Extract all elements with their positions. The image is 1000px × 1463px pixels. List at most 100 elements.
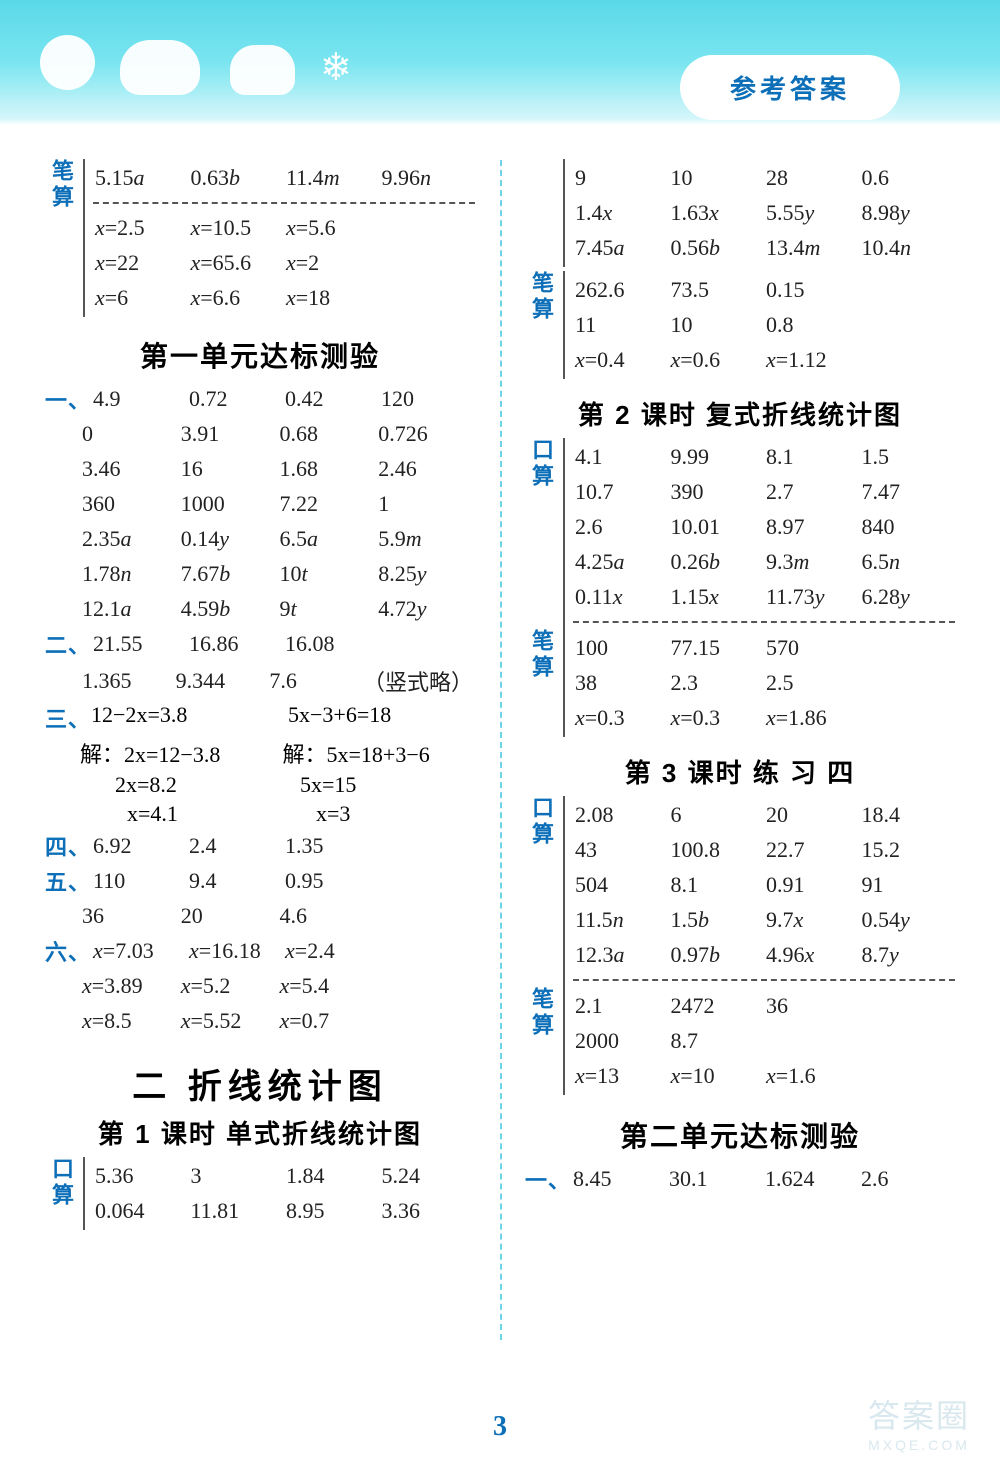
cell: x=16.18: [187, 936, 283, 966]
cell: [379, 844, 475, 848]
cell: x=2.5: [93, 213, 189, 243]
cell: [379, 642, 475, 646]
cell: 262.6: [573, 275, 669, 305]
cell: 11.73y: [764, 582, 860, 612]
cell: 2.46: [376, 454, 475, 484]
cell: 38: [573, 668, 669, 698]
cell: 1.63x: [669, 198, 765, 228]
cell: 390: [669, 477, 765, 507]
equation: x=4.1: [115, 801, 286, 827]
cell: x=5.2: [179, 971, 278, 1001]
equation: x=3: [286, 801, 475, 827]
cell: 0.56b: [669, 233, 765, 263]
cell: x=0.3: [669, 703, 765, 733]
cell: 12.3a: [573, 940, 669, 970]
cell: [860, 1004, 956, 1008]
cell: 1.35: [283, 831, 379, 861]
cell: 1000: [179, 489, 278, 519]
cell: 8.1: [764, 442, 860, 472]
equation: 5x=15: [290, 772, 475, 798]
right-column: 910280.6 1.4x1.63x5.55y8.98y 7.45a0.56b1…: [500, 155, 955, 1234]
chapter2-title: 二 折线统计图: [45, 1059, 475, 1108]
cell: 0.54y: [860, 905, 956, 935]
cell: x=0.3: [573, 703, 669, 733]
cell: 2.7: [764, 477, 860, 507]
cell: x=10: [669, 1061, 765, 1091]
header-band: ❄ 参考答案: [0, 0, 1000, 125]
cell: 10: [669, 163, 765, 193]
section-6: 六、x=7.03x=16.18x=2.4 x=3.89x=5.2x=5.4 x=…: [45, 935, 475, 1037]
cell: 43: [573, 835, 669, 865]
kousuan-label: 口算: [45, 1157, 85, 1230]
cell: 1.15x: [669, 582, 765, 612]
cell: 11: [573, 310, 669, 340]
bisuan-block: 笔算 262.673.50.15 11100.8 x=0.4x=0.6x=1.1…: [525, 271, 955, 379]
cell: 2.35a: [80, 524, 179, 554]
cell: 570: [764, 633, 860, 663]
cell: 0.95: [283, 866, 379, 896]
dashed-divider: [93, 202, 475, 204]
cell: 6: [669, 800, 765, 830]
bisuan-block: 笔算 5.15a0.63b11.4m9.96n x=2.5x=10.5x=5.6…: [45, 159, 475, 317]
cell: 4.1: [573, 442, 669, 472]
cell: 8.7: [669, 1026, 765, 1056]
cell: 9.99: [669, 442, 765, 472]
cell: 13.4m: [764, 233, 860, 263]
cell: 36: [764, 991, 860, 1021]
cell: 6.92: [91, 831, 187, 861]
section-label: 二、: [45, 628, 91, 660]
cell: 9t: [278, 594, 377, 624]
cell: 0.68: [278, 419, 377, 449]
cell: x=5.52: [179, 1006, 278, 1036]
cell: 840: [860, 512, 956, 542]
cell: [860, 358, 956, 362]
cell: x=5.6: [284, 213, 380, 243]
cell: 100: [573, 633, 669, 663]
section-label: 三、: [45, 702, 91, 734]
cell: 2000: [573, 1026, 669, 1056]
cell: x=1.6: [764, 1061, 860, 1091]
cell: 0.064: [93, 1196, 189, 1226]
cell: 7.47: [860, 477, 956, 507]
cell: 3.91: [179, 419, 278, 449]
section-5: 五、1109.40.95 36204.6: [45, 865, 475, 932]
cell: 5.55y: [764, 198, 860, 228]
section-label: 四、: [45, 830, 91, 862]
cell: x=65.6: [189, 248, 285, 278]
cell: 77.15: [669, 633, 765, 663]
cell: 8.97: [764, 512, 860, 542]
kousuan-block: 口算 5.3631.845.24 0.06411.818.953.36: [45, 1157, 475, 1230]
cell: 11.4m: [284, 163, 380, 193]
cell: x=0.4: [573, 345, 669, 375]
cell: 20: [179, 901, 278, 931]
cell: 5.24: [380, 1161, 476, 1191]
cell: 8.98y: [860, 198, 956, 228]
cell: 0.6: [860, 163, 956, 193]
section-label: 一、: [525, 1163, 571, 1195]
cell: 2.6: [573, 512, 669, 542]
cell: 110: [91, 866, 187, 896]
cell: 1.624: [763, 1164, 859, 1194]
equation: 5x−3+6=18: [278, 702, 475, 734]
cell: 10: [669, 310, 765, 340]
cell: 2.5: [764, 668, 860, 698]
equation: 解：2x=12−3.8: [80, 737, 273, 769]
section-label: 六、: [45, 935, 91, 967]
cell: 5.9m: [376, 524, 475, 554]
kousuan-block: 口算 4.19.998.11.5 10.73902.77.47 2.610.01…: [525, 438, 955, 631]
cell: x=13: [573, 1061, 669, 1091]
cell: 4.25a: [573, 547, 669, 577]
section-2: 二、21.5516.8616.08 1.3659.3447.6（竖式略）: [45, 628, 475, 699]
bisuan-block: 笔算 10077.15570 382.32.5 x=0.3x=0.3x=1.86: [525, 629, 955, 737]
section-label: 五、: [45, 865, 91, 897]
cell: 2.3: [669, 668, 765, 698]
dashed-divider: [573, 621, 955, 623]
cell: 16.86: [187, 629, 283, 659]
cell: [860, 716, 956, 720]
cell: [379, 879, 475, 883]
page-number: 3: [0, 1411, 1000, 1443]
cell: 9: [573, 163, 669, 193]
cell: 0.26b: [669, 547, 765, 577]
cell: 0.97b: [669, 940, 765, 970]
cell: 3.36: [380, 1196, 476, 1226]
